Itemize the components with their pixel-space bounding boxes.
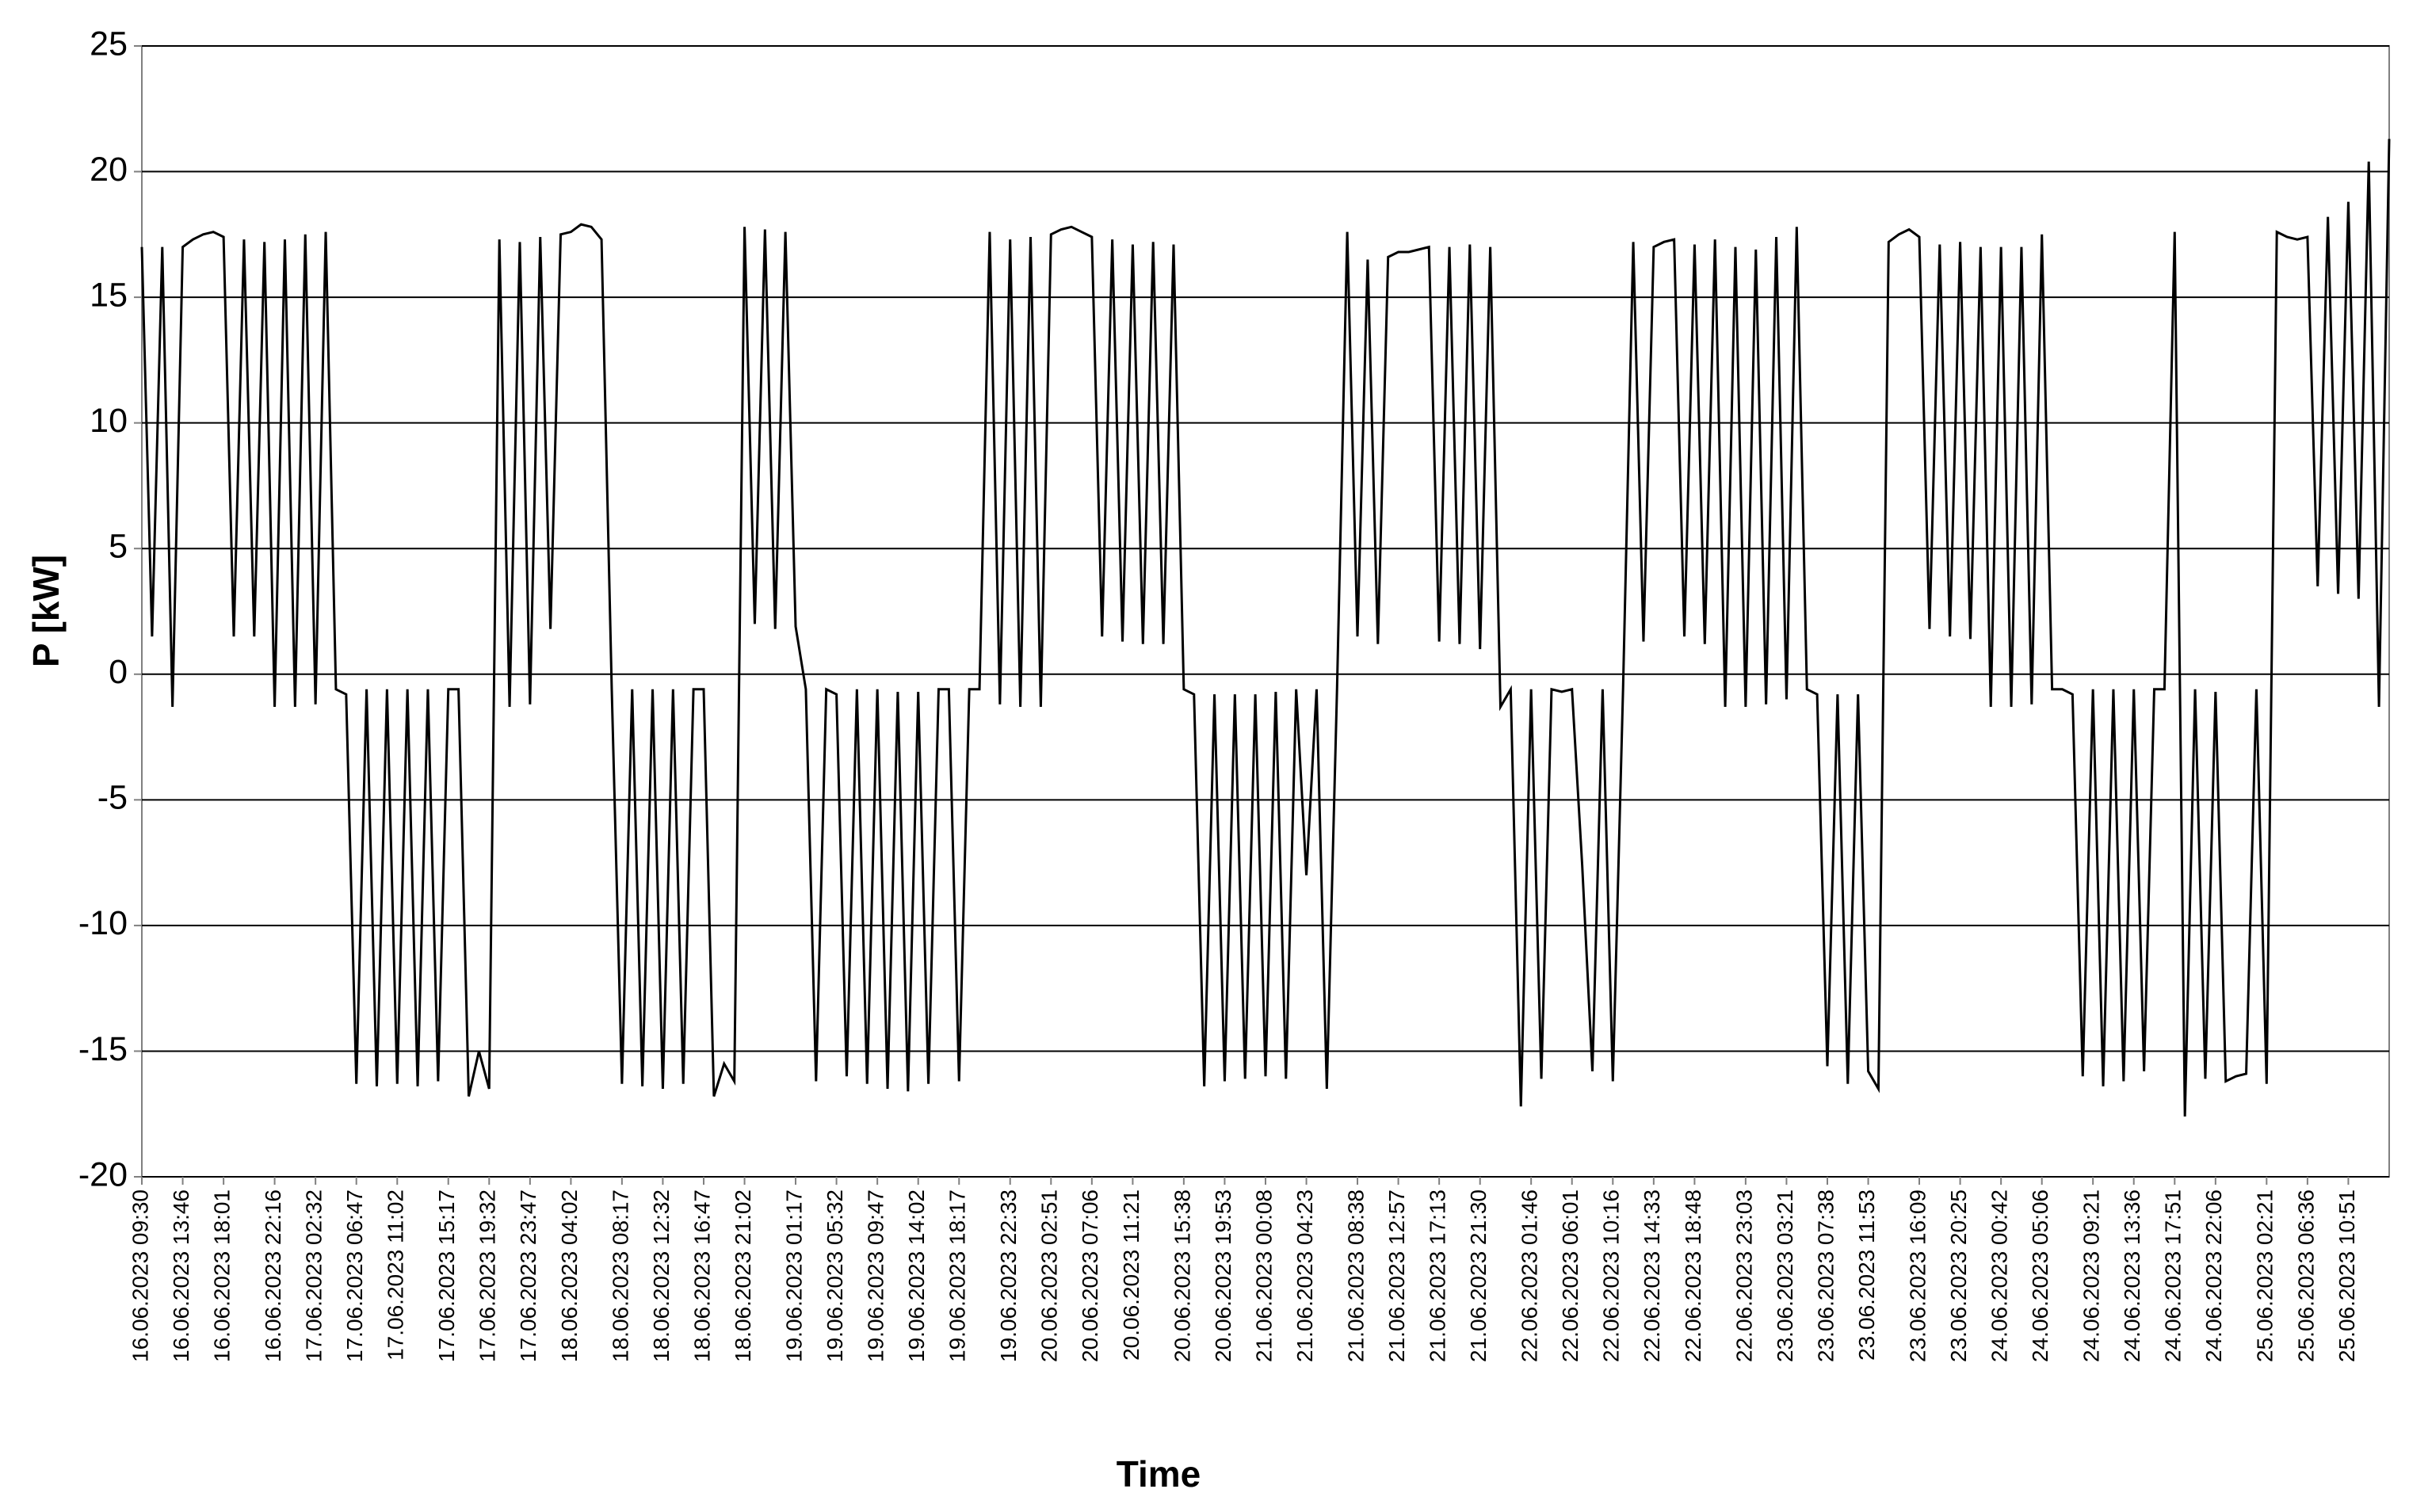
y-tick-label: 10 — [90, 402, 128, 440]
x-tick-label: 20.06.2023 11:21 — [1119, 1189, 1143, 1361]
x-tick-label: 17.06.2023 23:47 — [516, 1189, 540, 1362]
x-tick-label: 20.06.2023 02:51 — [1037, 1189, 1062, 1362]
x-tick-label: 24.06.2023 22:06 — [2201, 1189, 2226, 1362]
x-tick-label: 18.06.2023 21:02 — [731, 1189, 755, 1362]
x-tick-label: 19.06.2023 09:47 — [864, 1189, 888, 1362]
y-tick-label: -5 — [97, 779, 128, 817]
y-tick-label: 20 — [90, 151, 128, 189]
y-axis-title: P [kW] — [25, 555, 67, 667]
x-tick-label: 23.06.2023 20:25 — [1946, 1189, 1971, 1362]
y-tick-label: -15 — [78, 1030, 128, 1068]
x-tick-label: 21.06.2023 21:30 — [1466, 1189, 1491, 1362]
x-tick-label: 24.06.2023 05:06 — [2028, 1189, 2052, 1362]
x-tick-label: 20.06.2023 15:38 — [1170, 1189, 1194, 1362]
x-tick-label: 23.06.2023 07:38 — [1813, 1189, 1838, 1362]
x-tick-label: 17.06.2023 06:47 — [342, 1189, 367, 1362]
x-tick-label: 16.06.2023 13:46 — [169, 1189, 193, 1362]
x-tick-label: 23.06.2023 11:53 — [1854, 1189, 1879, 1361]
x-tick-label: 21.06.2023 17:13 — [1426, 1189, 1450, 1362]
x-tick-label: 20.06.2023 19:53 — [1211, 1189, 1235, 1362]
x-tick-label: 18.06.2023 08:17 — [608, 1189, 632, 1362]
x-tick-label: 18.06.2023 12:32 — [649, 1189, 674, 1362]
x-tick-label: 22.06.2023 01:46 — [1518, 1189, 1542, 1362]
x-tick-label: 20.06.2023 07:06 — [1078, 1189, 1102, 1362]
x-tick-label: 19.06.2023 18:17 — [945, 1189, 970, 1362]
x-tick-label: 16.06.2023 22:16 — [261, 1189, 285, 1362]
x-tick-label: 22.06.2023 14:33 — [1640, 1189, 1664, 1362]
x-tick-label: 22.06.2023 23:03 — [1731, 1189, 1756, 1362]
x-tick-label: 22.06.2023 18:48 — [1681, 1189, 1705, 1362]
x-tick-label: 23.06.2023 16:09 — [1905, 1189, 1930, 1362]
x-tick-label: 21.06.2023 08:38 — [1343, 1189, 1368, 1362]
y-tick-label: 0 — [109, 653, 128, 691]
y-tick-label: 5 — [109, 528, 128, 566]
x-tick-label: 21.06.2023 04:23 — [1292, 1189, 1317, 1362]
x-tick-label: 18.06.2023 04:02 — [557, 1189, 582, 1362]
x-tick-label: 21.06.2023 12:57 — [1384, 1189, 1409, 1362]
x-tick-label: 17.06.2023 02:32 — [302, 1189, 326, 1362]
x-tick-label: 18.06.2023 16:47 — [689, 1189, 714, 1362]
y-tick-label: -10 — [78, 904, 128, 942]
x-tick-label: 19.06.2023 14:02 — [904, 1189, 929, 1362]
x-tick-label: 21.06.2023 00:08 — [1251, 1189, 1276, 1362]
x-tick-label: 25.06.2023 10:51 — [2335, 1189, 2359, 1362]
data-line — [140, 139, 2391, 1117]
x-tick-label: 17.06.2023 19:32 — [475, 1189, 500, 1362]
x-axis-title: Time — [1117, 1453, 1201, 1495]
x-tick-label: 16.06.2023 18:01 — [210, 1189, 235, 1362]
x-tick-label: 23.06.2023 03:21 — [1773, 1189, 1797, 1362]
x-tick-label: 22.06.2023 10:16 — [1599, 1189, 1624, 1362]
x-tick-label: 19.06.2023 01:17 — [781, 1189, 806, 1362]
y-tick-label: 15 — [90, 276, 128, 314]
x-tick-label: 17.06.2023 11:02 — [384, 1189, 408, 1361]
x-tick-label: 24.06.2023 17:51 — [2161, 1189, 2186, 1362]
x-tick-label: 25.06.2023 02:21 — [2253, 1189, 2277, 1362]
x-tick-label: 19.06.2023 22:33 — [996, 1189, 1021, 1362]
x-tick-label: 24.06.2023 00:42 — [1987, 1189, 2012, 1362]
plot-area — [141, 45, 2390, 1178]
x-tick-label: 16.06.2023 09:30 — [128, 1189, 152, 1362]
x-tick-label: 17.06.2023 15:17 — [434, 1189, 459, 1362]
x-tick-label: 25.06.2023 06:36 — [2293, 1189, 2318, 1362]
x-tick-label: 19.06.2023 05:32 — [823, 1189, 847, 1362]
x-tick-label: 24.06.2023 09:21 — [2079, 1189, 2104, 1362]
y-tick-label: -20 — [78, 1155, 128, 1193]
x-tick-label: 22.06.2023 06:01 — [1558, 1189, 1582, 1362]
x-tick-label: 24.06.2023 13:36 — [2120, 1189, 2144, 1362]
y-tick-label: 25 — [90, 25, 128, 63]
